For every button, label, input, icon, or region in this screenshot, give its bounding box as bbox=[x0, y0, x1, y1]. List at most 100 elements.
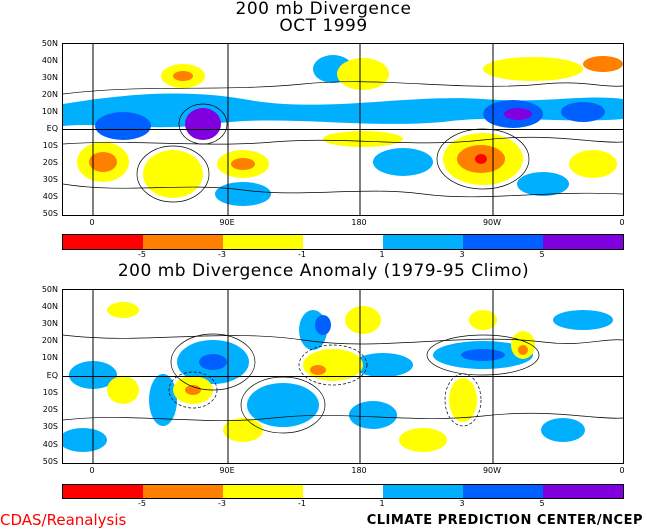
colorbar-swatch bbox=[543, 485, 623, 498]
colorbar-swatch bbox=[303, 235, 383, 249]
lat-label: 10N bbox=[41, 107, 58, 116]
colorbar-tick-label: 5 bbox=[539, 250, 545, 259]
bottom-map-graphic bbox=[63, 290, 623, 463]
contour-lines bbox=[63, 333, 623, 434]
lon-label: 0 bbox=[619, 466, 625, 475]
negative-area bbox=[143, 150, 203, 198]
lat-label: 30N bbox=[41, 73, 58, 82]
map-grid bbox=[63, 290, 623, 463]
negative-anomaly bbox=[449, 378, 477, 422]
lon-label: 0 bbox=[89, 466, 95, 475]
top-map-subtitle: OCT 1999 bbox=[279, 16, 368, 36]
lat-label: 50N bbox=[41, 39, 58, 48]
negative-area bbox=[483, 57, 583, 81]
lat-label: 50N bbox=[41, 285, 58, 294]
positive-area bbox=[373, 148, 433, 176]
negative-core bbox=[173, 71, 193, 81]
negative-peak bbox=[475, 154, 487, 164]
negative-anomaly bbox=[107, 376, 139, 404]
positive-area bbox=[517, 172, 569, 196]
colorbar-swatch bbox=[463, 485, 543, 498]
positive-anomaly-core bbox=[199, 354, 227, 370]
positive-anomaly bbox=[541, 418, 585, 442]
lon-label: 90W bbox=[482, 218, 502, 227]
negative-area bbox=[337, 58, 389, 90]
positive-area bbox=[215, 182, 271, 206]
positive-anomaly bbox=[349, 401, 397, 429]
lon-label: 180 bbox=[351, 466, 367, 475]
colorbar-swatch bbox=[383, 235, 463, 249]
colorbar-tick-label: 1 bbox=[379, 250, 385, 259]
lat-label: 40N bbox=[41, 56, 58, 65]
negative-anomaly-core bbox=[185, 385, 201, 395]
colorbar-tick-label: 5 bbox=[539, 499, 545, 508]
colorbar-swatch bbox=[463, 235, 543, 249]
colorbar-tick-label: 1 bbox=[379, 499, 385, 508]
colorbar-swatch bbox=[63, 235, 143, 249]
colorbar-swatch bbox=[143, 485, 223, 498]
colorbar-swatch bbox=[63, 485, 143, 498]
bottom-map-title: 200 mb Divergence Anomaly (1979-95 Climo… bbox=[117, 261, 530, 281]
lat-label: 10N bbox=[41, 353, 58, 362]
colorbar-swatch bbox=[223, 235, 303, 249]
positive-core bbox=[95, 112, 151, 140]
negative-anomaly bbox=[345, 306, 381, 334]
colorbar-tick-label: -1 bbox=[298, 250, 306, 259]
lat-label: 20S bbox=[42, 158, 58, 167]
positive-anomaly bbox=[553, 310, 613, 330]
bottom-colorbar bbox=[62, 484, 624, 499]
colorbar-tick-label: 3 bbox=[459, 499, 465, 508]
lat-label: 30N bbox=[41, 319, 58, 328]
lon-label: 0 bbox=[619, 218, 625, 227]
producer-credit: CLIMATE PREDICTION CENTER/NCEP bbox=[366, 513, 643, 528]
colorbar-tick-label: -5 bbox=[138, 250, 146, 259]
positive-anomaly bbox=[63, 428, 107, 452]
positive-core bbox=[561, 102, 605, 122]
lat-label: 10S bbox=[42, 388, 58, 397]
positive-anomaly bbox=[149, 374, 177, 426]
top-map-graphic bbox=[63, 44, 623, 215]
contour-lines bbox=[63, 81, 623, 203]
colorbar-swatch bbox=[543, 235, 623, 249]
colorbar-swatch bbox=[303, 485, 383, 498]
lat-label: EQ bbox=[46, 371, 58, 380]
lon-label: 180 bbox=[351, 218, 367, 227]
top-colorbar bbox=[62, 234, 624, 250]
bottom-anomaly-map bbox=[62, 289, 624, 464]
negative-core bbox=[231, 158, 255, 170]
lon-label: 0 bbox=[89, 218, 95, 227]
lat-label: 50S bbox=[42, 209, 58, 218]
colorbar-tick-label: -3 bbox=[218, 250, 226, 259]
lat-label: 40S bbox=[42, 440, 58, 449]
colorbar-tick-label: -1 bbox=[298, 499, 306, 508]
negative-anomaly-core bbox=[518, 345, 528, 355]
negative-anomaly bbox=[223, 418, 263, 442]
colorbar-swatch bbox=[143, 235, 223, 249]
lat-label: 40S bbox=[42, 192, 58, 201]
negative-anomaly bbox=[399, 428, 447, 452]
negative-core bbox=[89, 152, 117, 172]
lat-label: 20N bbox=[41, 336, 58, 345]
top-divergence-map bbox=[62, 43, 624, 216]
lat-label: 30S bbox=[42, 175, 58, 184]
colorbar-tick-label: -5 bbox=[138, 499, 146, 508]
negative-area bbox=[323, 131, 403, 147]
positive-peak bbox=[504, 108, 532, 120]
lat-label: EQ bbox=[46, 124, 58, 133]
lat-label: 30S bbox=[42, 422, 58, 431]
colorbar-swatch bbox=[383, 485, 463, 498]
lon-label: 90E bbox=[219, 466, 235, 475]
positive-anomaly-core bbox=[315, 315, 331, 335]
negative-anomaly bbox=[107, 302, 139, 318]
positive-anomaly bbox=[247, 383, 319, 427]
negative-area bbox=[569, 150, 617, 178]
positive-anomaly bbox=[353, 353, 413, 377]
lat-label: 20N bbox=[41, 90, 58, 99]
lat-label: 50S bbox=[42, 457, 58, 466]
positive-peak bbox=[185, 108, 221, 140]
negative-anomaly bbox=[469, 310, 497, 330]
negative-core bbox=[583, 56, 623, 72]
lat-label: 20S bbox=[42, 405, 58, 414]
data-source-label: CDAS/Reanalysis bbox=[0, 511, 127, 529]
colorbar-tick-label: 3 bbox=[459, 250, 465, 259]
